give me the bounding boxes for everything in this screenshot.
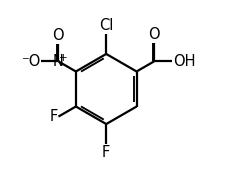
Text: F: F [50, 109, 58, 124]
Text: ⁻O: ⁻O [21, 54, 41, 69]
Text: O: O [148, 27, 160, 42]
Text: O: O [53, 28, 64, 43]
Text: OH: OH [173, 54, 195, 69]
Text: +: + [59, 53, 67, 62]
Text: N: N [53, 54, 64, 69]
Text: F: F [102, 145, 110, 160]
Text: Cl: Cl [99, 18, 114, 33]
